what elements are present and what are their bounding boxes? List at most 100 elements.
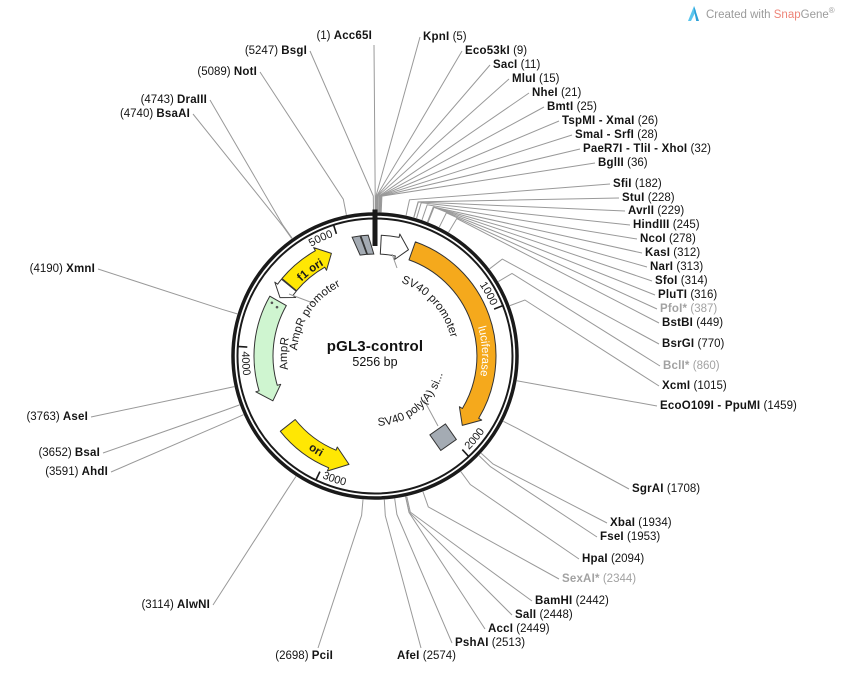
tick-marks (237, 209, 504, 481)
enzyme-label-hpai[interactable]: HpaI (2094) (582, 553, 644, 566)
tick-label-5000: 5000 (307, 228, 335, 249)
enzyme-name: AfeI (397, 650, 420, 662)
enzyme-name: AseI (62, 411, 88, 423)
enzyme-label-bsaai[interactable]: (4740) BsaAI (120, 108, 190, 121)
enzyme-label-eco53ki[interactable]: Eco53kI (9) (465, 45, 527, 58)
enzyme-position: (4190) (29, 263, 63, 275)
leader-line-nhei (378, 92, 530, 213)
leader-line-avrii (413, 201, 626, 218)
enzyme-label-sfii[interactable]: SfiI (182) (613, 178, 662, 191)
enzyme-position: (312) (673, 247, 701, 259)
enzyme-position: (11) (520, 59, 541, 71)
leader-line-saci (376, 64, 491, 213)
feature-sv40-promoter[interactable] (379, 233, 409, 260)
enzyme-label-nari[interactable]: NarI (313) (650, 261, 703, 274)
enzyme-position: (1934) (638, 517, 672, 529)
enzyme-label-alwni[interactable]: (3114) AlwNI (141, 599, 210, 612)
enzyme-position: (1953) (627, 531, 661, 543)
enzyme-label-bamhi[interactable]: BamHI (2442) (535, 595, 609, 608)
enzyme-name: NheI (532, 87, 558, 99)
enzyme-position: (3591) (45, 466, 79, 478)
leader-line-kasi (427, 206, 643, 254)
leader-line-sali (405, 496, 513, 616)
enzyme-label-ecoo109ippumi[interactable]: EcoO109I - PpuMI (1459) (660, 400, 797, 413)
feature-sv40-polya[interactable] (429, 423, 458, 452)
feature-ampr[interactable] (253, 295, 287, 402)
enzyme-label-hindiii[interactable]: HindIII (245) (633, 219, 700, 232)
enzyme-label-acci[interactable]: AccI (2449) (488, 623, 550, 636)
enzyme-label-kpni[interactable]: KpnI (5) (423, 31, 467, 44)
leader-line-sexai (422, 491, 560, 580)
leader-line-alwni (212, 476, 297, 606)
enzyme-position: (1708) (666, 483, 701, 495)
enzyme-name: PciI (311, 650, 333, 662)
enzyme-label-bsgi[interactable]: (5247) BsgI (245, 45, 307, 58)
enzyme-label-fsei[interactable]: FseI (1953) (600, 531, 660, 544)
enzyme-label-sexai[interactable]: SexAI* (2344) (562, 573, 636, 586)
enzyme-label-kasi[interactable]: KasI (312) (645, 247, 700, 260)
enzyme-label-ahdi[interactable]: (3591) AhdI (45, 466, 108, 479)
leader-line-sfii (405, 183, 611, 216)
feature-misc-feature-1[interactable] (351, 235, 368, 256)
enzyme-position: (5247) (244, 45, 279, 57)
enzyme-name: XbaI (610, 517, 636, 529)
feature-ori[interactable] (279, 419, 350, 472)
snapgene-logo-icon (688, 6, 699, 21)
enzyme-label-mlui[interactable]: MluI (15) (512, 73, 559, 86)
enzyme-label-sfoi[interactable]: SfoI (314) (655, 275, 708, 288)
enzyme-label-asei[interactable]: (3763) AseI (26, 411, 88, 424)
enzyme-label-xcmi[interactable]: XcmI (1015) (662, 380, 727, 393)
enzyme-label-sali[interactable]: SalI (2448) (515, 609, 573, 622)
enzyme-position: (28) (637, 129, 658, 141)
feature-truncation-dot (275, 305, 279, 309)
enzyme-name: MluI (512, 73, 536, 85)
enzyme-label-bstbi[interactable]: BstBI (449) (662, 317, 723, 330)
enzyme-label-bcli[interactable]: BclI* (860) (663, 360, 720, 373)
enzyme-label-pcii[interactable]: (2698) PciI (275, 650, 333, 663)
enzyme-position: (245) (672, 219, 700, 231)
leader-line-eco53ki (376, 50, 463, 213)
enzyme-label-nhei[interactable]: NheI (21) (532, 87, 581, 100)
enzyme-label-noti[interactable]: (5089) NotI (197, 66, 257, 79)
enzyme-label-pshai[interactable]: PshAI (2513) (455, 637, 525, 650)
enzyme-label-bsrgi[interactable]: BsrGI (770) (662, 338, 724, 351)
enzyme-label-ncoi[interactable]: NcoI (278) (640, 233, 696, 246)
enzyme-label-pluti[interactable]: PluTI (316) (658, 289, 717, 302)
feature-f1-ori[interactable] (281, 247, 332, 292)
enzyme-label-acc65i[interactable]: (1) Acc65I (316, 30, 372, 43)
enzyme-label-bsai[interactable]: (3652) BsaI (38, 447, 100, 460)
enzyme-label-bmti[interactable]: BmtI (25) (547, 101, 597, 114)
feature-luciferase[interactable] (408, 241, 497, 426)
enzyme-name: SexAI* (562, 573, 600, 585)
feature-ampr-promoter[interactable] (274, 278, 297, 299)
leader-line-fsei (478, 455, 598, 538)
enzyme-label-paer7itliixhoi[interactable]: PaeR7I - TliI - XhoI (32) (583, 143, 711, 156)
feature-misc-feature-2[interactable] (360, 234, 375, 255)
enzyme-position: (26) (637, 115, 659, 127)
enzyme-label-pfoi[interactable]: PfoI* (387) (660, 303, 717, 316)
enzyme-name: BsrGI (662, 338, 695, 350)
enzyme-label-xbai[interactable]: XbaI (1934) (610, 517, 672, 530)
enzyme-label-xmni[interactable]: (4190) XmnI (30, 263, 95, 276)
enzyme-position: (32) (690, 143, 711, 155)
enzyme-label-smaisrfi[interactable]: SmaI - SrfI (28) (575, 129, 658, 142)
enzyme-label-saci[interactable]: SacI (11) (493, 59, 540, 72)
enzyme-label-sgrai[interactable]: SgrAI (1708) (632, 483, 700, 496)
enzyme-label-draiii[interactable]: (4743) DraIII (141, 94, 207, 107)
enzyme-name: XcmI (662, 380, 691, 392)
enzyme-name: AhdI (81, 466, 108, 478)
enzyme-label-avrii[interactable]: AvrII (229) (628, 205, 684, 218)
snapgene-watermark[interactable]: Created with SnapGene® (686, 5, 835, 22)
enzyme-label-stui[interactable]: StuI (228) (622, 192, 675, 205)
enzyme-name: SalI (515, 609, 537, 621)
leader-line-bsaai (192, 113, 293, 239)
enzyme-name: BsaAI (156, 108, 190, 120)
leader-line-bcli (498, 272, 661, 367)
enzyme-position: (1459) (763, 400, 797, 412)
enzyme-label-afei[interactable]: AfeI (2574) (397, 650, 456, 663)
enzyme-position: (5) (452, 31, 467, 43)
enzyme-label-bglii[interactable]: BglII (36) (598, 157, 648, 170)
leader-line-bmti (378, 106, 545, 213)
leader-line-bamhi (406, 496, 533, 602)
enzyme-label-tspmixmai[interactable]: TspMI - XmaI (26) (562, 115, 658, 128)
